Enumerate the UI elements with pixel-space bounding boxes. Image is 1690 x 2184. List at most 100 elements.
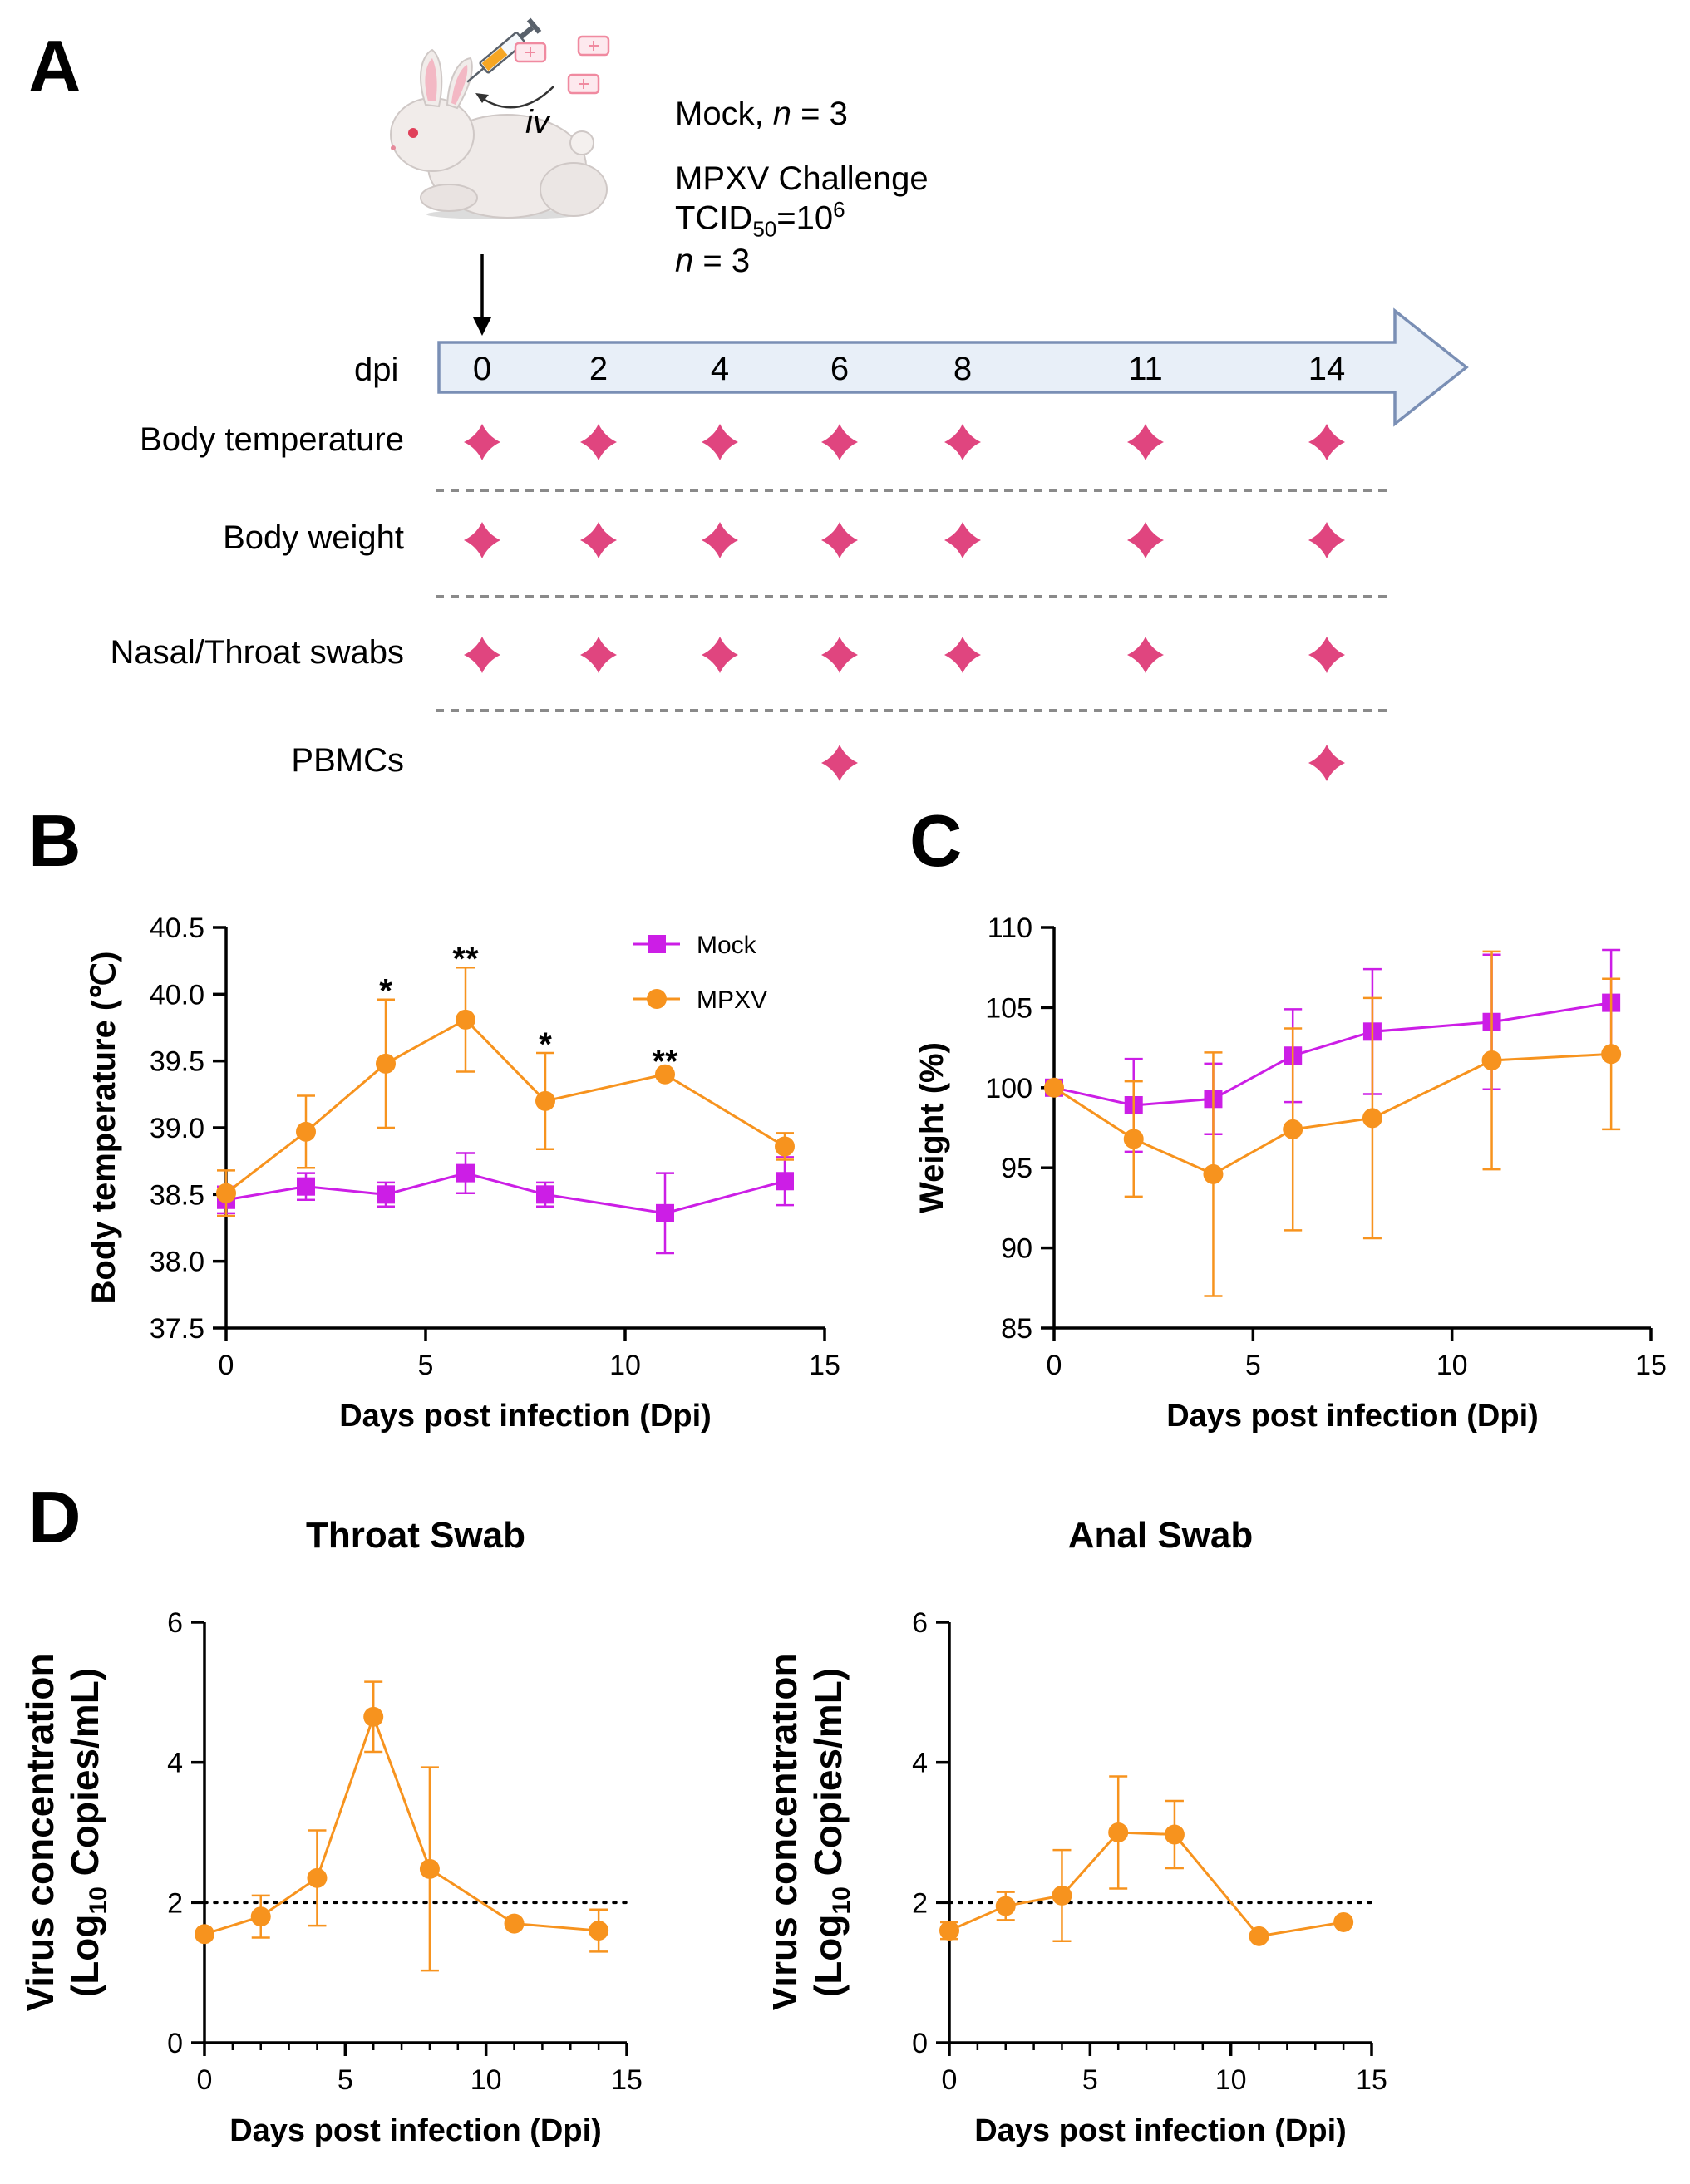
sample-marker-icon [1127,424,1164,460]
sample-marker-icon [821,424,858,460]
panel-label-d: D [28,1476,81,1558]
significance-marker: ** [652,1044,678,1080]
syringe-icon [466,17,542,83]
data-point [307,1867,328,1888]
y-tick-label: 6 [912,1607,928,1639]
sample-marker-icon [821,637,858,673]
x-tick-label: 0 [1047,1350,1062,1381]
x-tick-label: 15 [809,1350,840,1381]
y-tick-label: 4 [167,1748,183,1779]
data-point [536,1185,554,1204]
challenge-dose: TCID50=106 [675,197,929,242]
y-tick-label: 38.0 [150,1247,204,1278]
y-tick-label: 4 [912,1748,928,1779]
data-point [1481,1050,1502,1071]
y-tick-label: 40.0 [150,979,204,1011]
data-point [995,1896,1016,1916]
sample-marker-icon [580,424,617,460]
sample-marker-icon [702,424,738,460]
y-tick-label: 6 [167,1607,183,1639]
x-axis-label: Days post infection (Dpi) [339,1399,712,1434]
chart-title: Anal Swab [1068,1515,1254,1556]
data-point [1249,1926,1269,1946]
timeline-day-4: 4 [711,351,729,387]
timeline-day-8: 8 [953,351,972,387]
injection-arrow-head [475,93,489,103]
schedule-row-label: Body weight [223,519,404,556]
timeline-arrow [437,307,1469,427]
timeline-day-11: 11 [1128,351,1163,387]
dose-sub: 50 [752,216,777,242]
start-arrow-head [473,317,491,336]
data-point [1283,1119,1303,1139]
route-label: iv [525,104,551,140]
data-point [1601,1044,1622,1065]
dose-sup: 6 [833,197,845,222]
y-label-suffix: Copies/mL) [63,1668,106,1886]
sample-marker-icon [464,522,500,558]
body-weight-chart: 0 5 10 15 85 90 95 100 105 110 Days post infection… [914,912,1667,1434]
x-tick-label: 0 [197,2064,213,2096]
sample-marker-icon [580,522,617,558]
y-axis-label-line2: (Log10 Copies/mL) [806,1668,855,1997]
x-tick-label: 15 [611,2064,643,2096]
y-label-prefix: (Log [63,1915,106,1998]
y-tick-label: 90 [1001,1233,1032,1265]
data-point [504,1913,525,1934]
y-label-suffix: Copies/mL) [806,1668,850,1886]
injection-arrow [481,86,554,109]
sample-marker-icon [821,745,858,781]
x-tick-label: 5 [338,2064,353,2096]
data-point [363,1706,384,1727]
sample-marker-icon [1308,424,1345,460]
series-mpxv [939,1775,1354,1946]
y-tick-label: 39.5 [150,1046,204,1078]
y-tick-label: 37.5 [150,1313,204,1345]
timeline-day-0: 0 [473,351,491,387]
x-tick-label: 15 [1635,1350,1667,1381]
challenge-title: MPXV Challenge [675,160,929,197]
significance-marker: ** [452,941,479,977]
panel-label-a: A [28,25,81,107]
y-tick-label: 0 [167,2028,183,2059]
y-tick-label: 39.0 [150,1113,204,1144]
body-temperature-chart: 0 5 10 15 37.5 38.0 38.5 39.0 39.5 40.0 40.5 Days p… [86,912,840,1434]
data-point [1164,1824,1185,1845]
schedule-row-label: Nasal/Throat swabs [111,634,404,671]
schedule-row-label: PBMCs [291,742,404,779]
x-tick-label: 15 [1356,2064,1387,2096]
y-axis-label-line2: (Log10 Copies/mL) [63,1668,112,1997]
timeline-day-2: 2 [589,351,608,387]
panel-label-c: C [909,799,963,882]
y-tick-label: 38.5 [150,1179,204,1211]
series-mpxv [216,966,795,1217]
y-tick-label: 0 [912,2028,928,2059]
sample-marker-icon [702,522,738,558]
x-axis-label: Days post infection (Dpi) [974,2113,1347,2148]
data-point [195,1924,214,1945]
legend: Mock MPXV [633,932,767,1014]
data-point [250,1906,271,1927]
x-tick-label: 5 [1245,1350,1261,1381]
sample-marker-icon [580,637,617,673]
mock-group-label: Mock, n = 3 [675,95,848,133]
timeline-label: dpi [354,352,398,388]
data-point [776,1172,794,1191]
data-point [1362,1108,1382,1129]
y-label-sub: 10 [85,1886,112,1914]
panel-label-b: B [28,799,81,882]
y-label-sub: 10 [828,1886,855,1914]
challenge-n-label: n [675,243,694,280]
data-point [656,1203,674,1222]
y-axis-label-line1: Virus concentration [773,1653,805,2011]
y-axis-label: Weight (%) [914,1042,950,1213]
x-tick-label: 0 [942,2064,958,2096]
y-tick-label: 40.5 [150,912,204,944]
data-point [939,1921,959,1941]
dose-mid: =10 [776,199,834,237]
y-axis-label: Body temperature (℃) [86,952,122,1305]
data-point [1333,1911,1354,1932]
series-mpxv [195,1680,609,1972]
x-axis-label: Days post infection (Dpi) [1166,1399,1539,1434]
data-point [377,1185,395,1204]
